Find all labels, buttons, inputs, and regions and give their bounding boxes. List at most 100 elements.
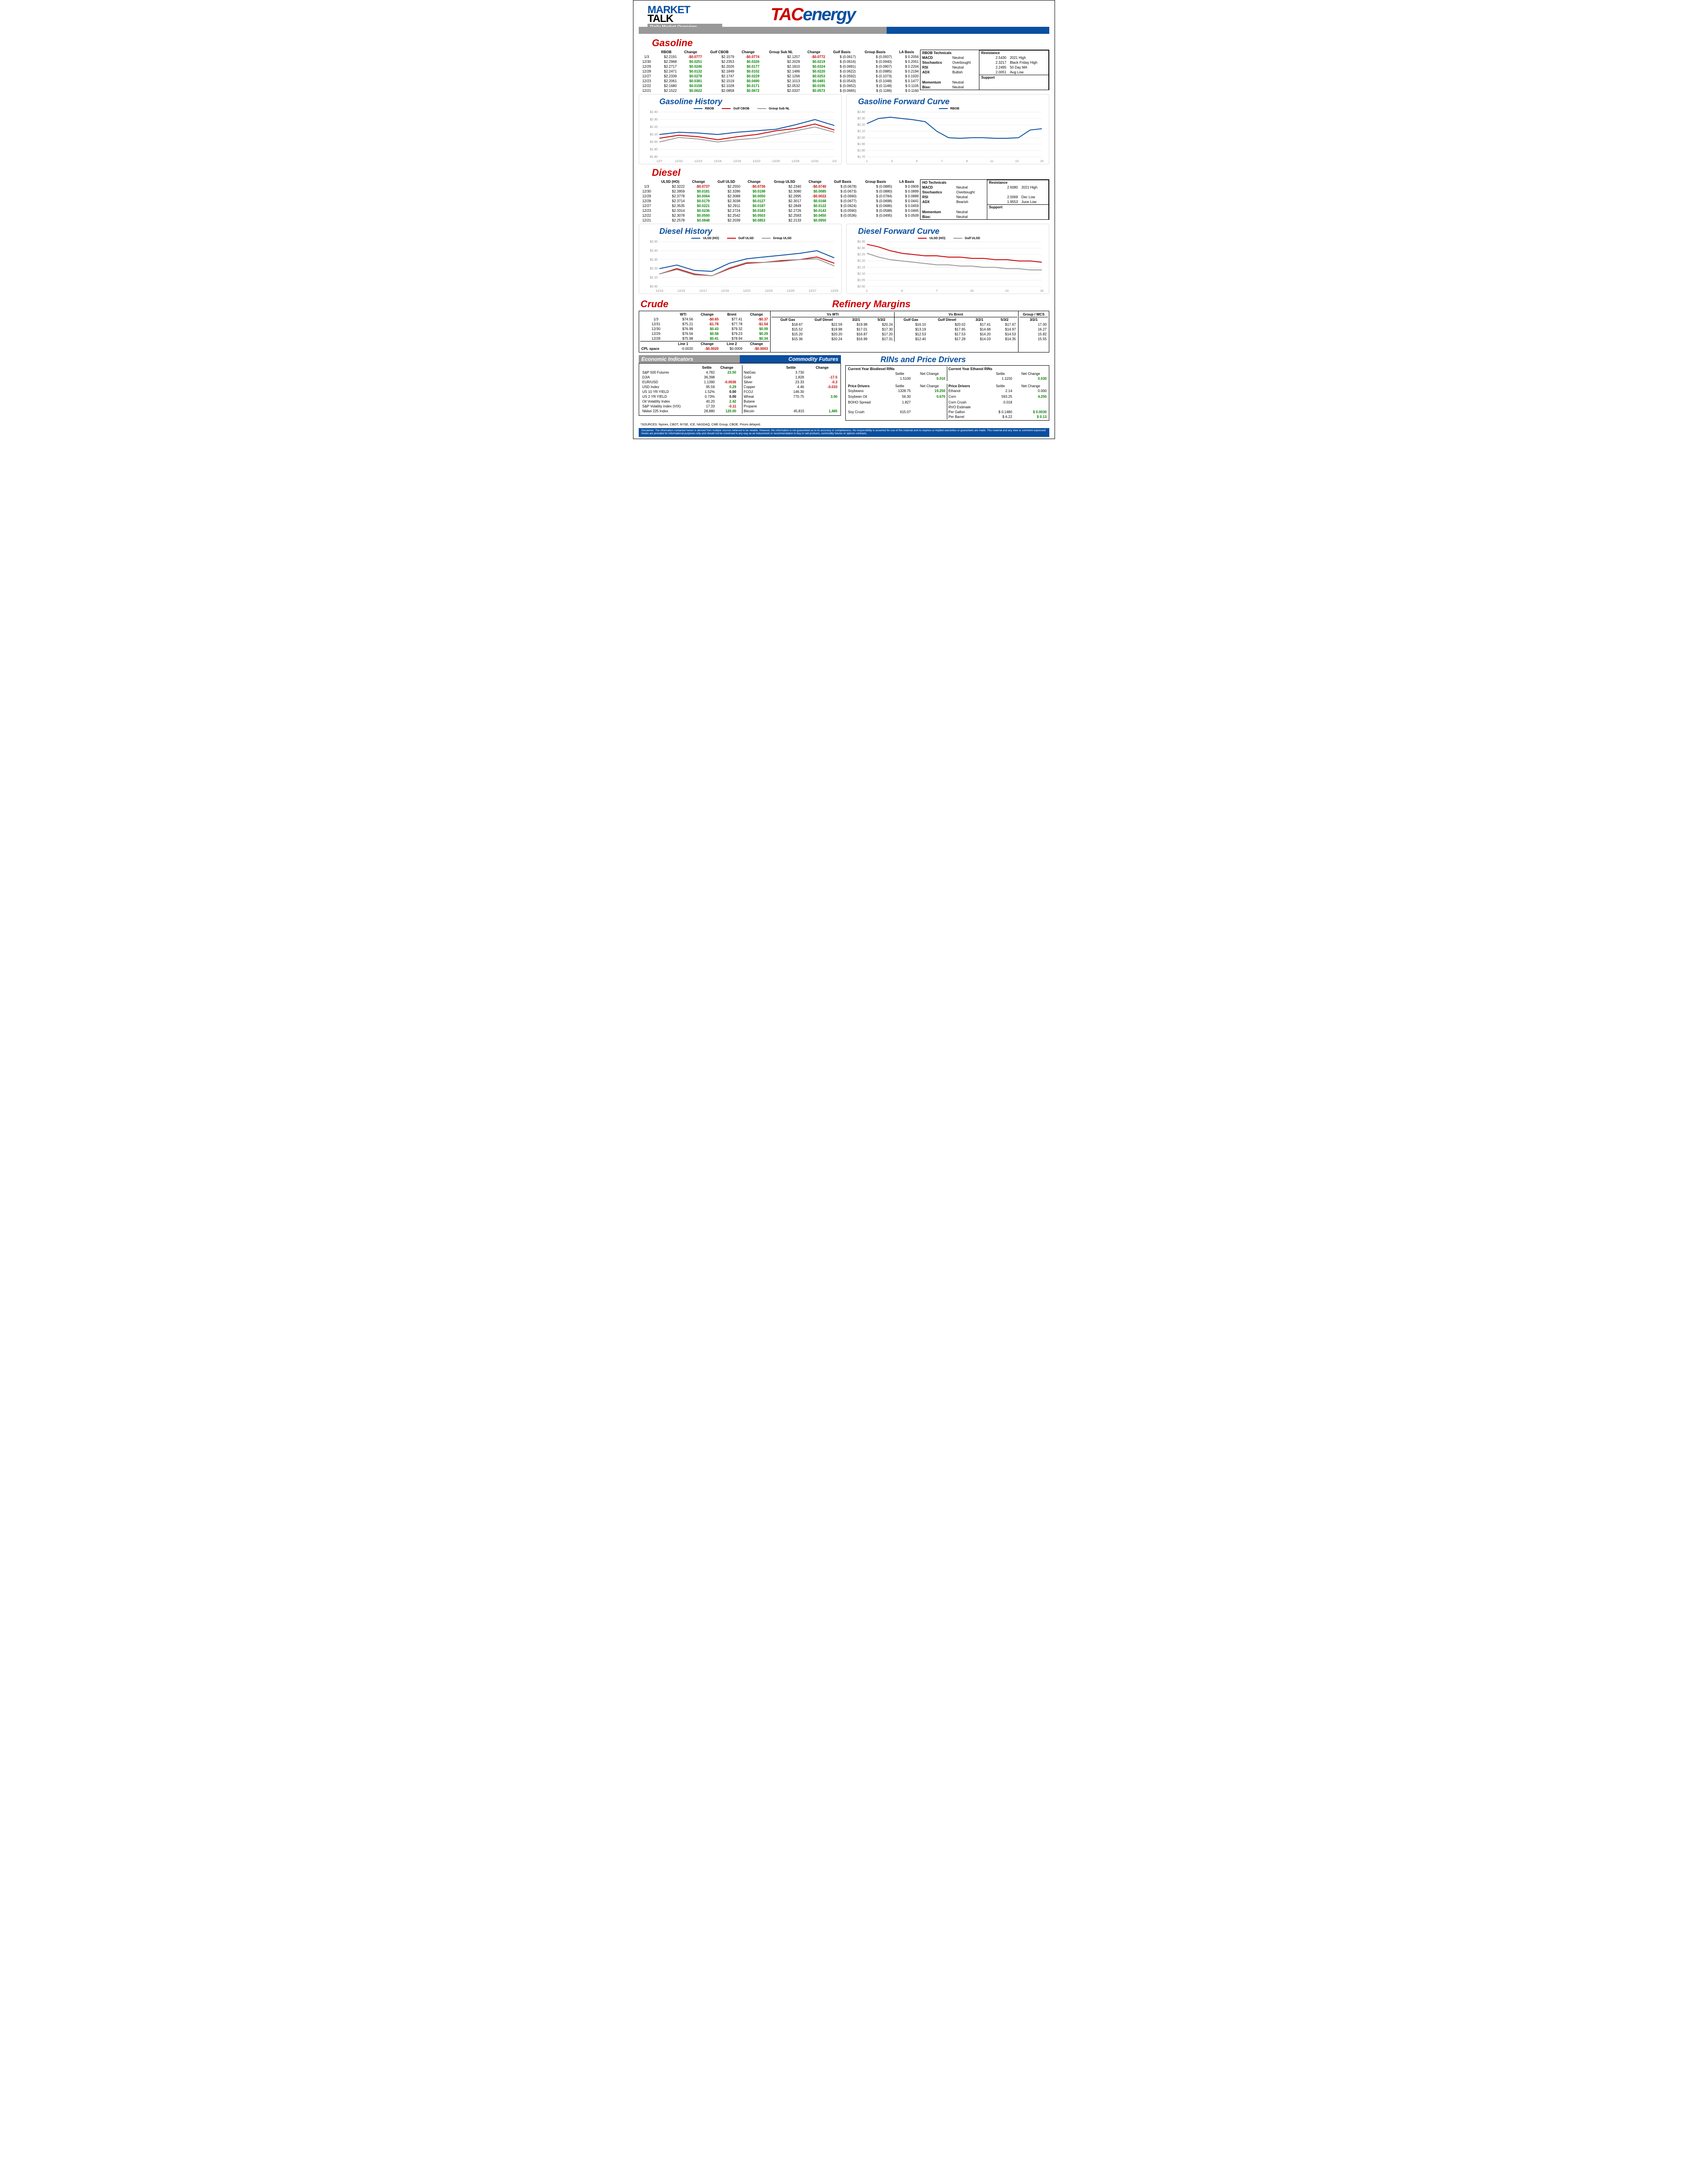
cell: $ 0.0465 (894, 208, 920, 213)
cell (858, 218, 893, 223)
table-row: 12/29$2.3778$0.0064$2.3088$0.0050$2.2995… (639, 194, 920, 199)
cell: US 2 YR YIELD (641, 394, 698, 399)
tech-row: RSINeutral2.0069Dec Low (920, 195, 1049, 200)
cell: Soybeans (847, 389, 888, 393)
cell: 12/27 (639, 204, 655, 208)
cell: $ 0.1920 (893, 74, 920, 79)
cell: $0.0251 (678, 59, 703, 64)
pd-hdr-l: Price Drivers (847, 384, 888, 389)
col-hdr: 5/3/2 (869, 317, 894, 323)
cell: 2.3217 (979, 60, 1008, 65)
rins-table: Current Year Biodiesel RINs Current Year… (847, 367, 1048, 419)
col-hdr: Gulf ULSD (711, 179, 742, 184)
cell: Dec Low (1020, 195, 1049, 200)
cell: Per Gallon (947, 410, 987, 414)
cell: $ (0.0622) (826, 69, 857, 74)
cell: -0.0036 (716, 380, 738, 385)
cell: 12/22 (639, 213, 655, 218)
cell: $0.0009 (720, 346, 744, 351)
cell (828, 218, 858, 223)
cell (987, 210, 1019, 214)
svg-text:16: 16 (1040, 290, 1044, 293)
cell: 23.33 (777, 380, 806, 385)
cell: 4.250 (1014, 394, 1048, 399)
cell: 1,485 (806, 409, 839, 414)
cell (1020, 214, 1049, 219)
cell (912, 410, 947, 414)
cell: Momentum (920, 210, 955, 214)
tech-row: StochasticsOverbought (920, 190, 1049, 195)
cell: $0.0064 (686, 194, 711, 199)
cell: $0.0143 (803, 208, 828, 213)
legend-item: Gulf CBOB (719, 107, 749, 110)
svg-text:4: 4 (901, 290, 903, 293)
dsl-fwd-title: Diesel Forward Curve (849, 227, 1046, 236)
cell: $0.0050 (742, 194, 767, 199)
cell: FCOJ (742, 389, 776, 394)
cell: 0.018 (987, 400, 1014, 405)
econ-comm-box: SettleChange S&P 500 Futures4,78223.50DJ… (639, 363, 841, 416)
cell: 17.33 (698, 404, 716, 409)
svg-text:$1.90: $1.90 (650, 148, 658, 151)
cell: $0.0220 (801, 69, 827, 74)
cell: Aug Low (1008, 70, 1048, 75)
wcs-col: 3/2/1 (1019, 317, 1048, 323)
col-hdr (641, 365, 698, 370)
tech-row: MomentumNeutral (920, 210, 1049, 214)
cell: $2.2578 (655, 218, 686, 223)
svg-text:$2.35: $2.35 (857, 240, 865, 243)
svg-text:1/3: 1/3 (832, 160, 837, 163)
cell: 0.29 (716, 385, 738, 389)
cell: $17.53 (927, 332, 967, 337)
cell: Stochastics (920, 60, 950, 65)
cell: 12/23 (639, 208, 655, 213)
table-row: 12/30$2.3959$0.0181$2.3286$0.0198$2.3080… (639, 189, 920, 194)
cell: $0.0085 (803, 189, 828, 194)
svg-text:11: 11 (990, 160, 993, 163)
svg-text:$2.20: $2.20 (857, 124, 865, 127)
cell: $0.0195 (801, 84, 827, 88)
svg-text:$2.15: $2.15 (857, 266, 865, 269)
svg-text:12/17: 12/17 (699, 290, 707, 293)
cell: $17.65 (927, 327, 967, 332)
cell: 23.50 (716, 370, 738, 375)
gasoline-title: Gasoline (652, 37, 1049, 49)
cell: $2.3038 (711, 199, 742, 204)
cell: $2.2133 (767, 218, 803, 223)
rins-title: RINs and Price Drivers (880, 355, 1049, 364)
legend-item: RBOB (936, 107, 960, 110)
col-hdr: Settle (777, 365, 806, 370)
svg-text:12/28: 12/28 (792, 160, 800, 163)
vs-wti-hdr: Vs WTI (771, 312, 894, 317)
cell: $ 0.0030 (1014, 410, 1048, 414)
econ-hdr: Economic Indicators (639, 355, 740, 363)
svg-text:$2.10: $2.10 (857, 273, 865, 276)
crude-margins-row: WTIChangeBrentChange 1/3$74.56-$0.65$77.… (639, 311, 1049, 352)
cell: S&P 500 Futures (641, 370, 698, 375)
cell: $ (0.0590) (828, 208, 858, 213)
cell (987, 405, 1014, 410)
cell: 12/28 (640, 336, 672, 342)
table-row: Per Barrel$ 6.22$ 0.13 (847, 414, 1048, 419)
cell: $2.1810 (761, 64, 801, 69)
cell (1014, 400, 1048, 405)
svg-text:13: 13 (1005, 290, 1009, 293)
svg-text:$2.20: $2.20 (650, 267, 658, 270)
cell (847, 414, 888, 419)
svg-text:$2.00: $2.00 (650, 141, 658, 144)
cell: -$0.0022 (803, 194, 828, 199)
cell (1020, 210, 1049, 214)
tech-row: Bias:Neutral (920, 214, 1049, 219)
svg-text:7: 7 (941, 160, 943, 163)
table-row: US 10 YR YIELD1.52%0.00 (641, 389, 738, 394)
cell: 12/30 (640, 327, 672, 331)
cell: 3.730 (777, 370, 806, 375)
cell: RSI (920, 65, 950, 70)
tech-row: ADXBullish2.0051Aug Low (920, 70, 1049, 75)
cell: $0.0381 (678, 79, 703, 84)
cell: 0.73% (698, 394, 716, 399)
cell (888, 405, 912, 410)
cell: -$0.0777 (678, 55, 703, 59)
col-hdr: 3/2/1 (967, 317, 992, 323)
svg-text:10: 10 (970, 290, 974, 293)
